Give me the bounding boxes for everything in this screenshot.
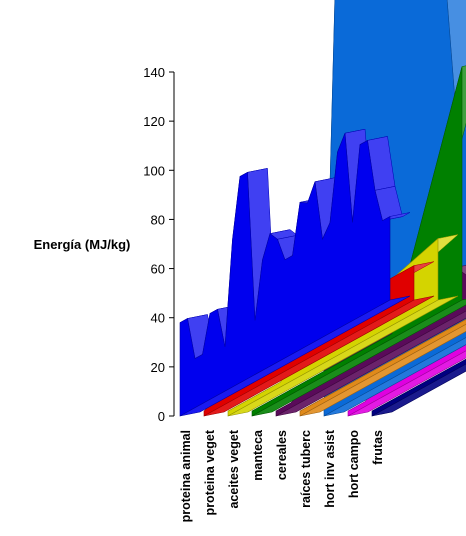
y-tick-label-20: 20 (151, 360, 165, 375)
y-tick-label-140: 140 (143, 65, 165, 80)
series-floor-1 (179, 295, 411, 417)
y-axis-title: Energía (MJ/kg) (34, 237, 131, 252)
y-tick-labels: 0 20 40 60 80 100 120 140 (143, 65, 165, 424)
series-floor-7 (323, 337, 466, 417)
series-1 (179, 128, 411, 417)
series-floor-8 (347, 350, 466, 417)
series-face-6 (299, 319, 466, 417)
ribbons-layer (179, 0, 466, 417)
category-label-4: manteca (251, 429, 265, 481)
category-label-5: cereales (275, 430, 289, 480)
category-label-3: aceites veget (227, 429, 241, 508)
category-labels: proteina animal proteina veget aceites veg… (179, 429, 385, 522)
y-tick-label-0: 0 (158, 409, 165, 424)
series-face-9 (371, 358, 466, 417)
series-floor-2 (203, 295, 435, 417)
y-tick-label-80: 80 (151, 212, 165, 227)
series-face-1 (179, 133, 391, 417)
category-label-7: hort inv asist (323, 429, 337, 508)
category-label-9: frutas (371, 430, 385, 465)
series-floor-9 (371, 363, 466, 417)
y-tick-label-100: 100 (143, 163, 165, 178)
series-floor-5 (275, 310, 466, 417)
y-tick-label-40: 40 (151, 311, 165, 326)
series-floor-6 (299, 323, 466, 417)
series-9 (371, 358, 466, 417)
category-label-8: hort campo (347, 430, 361, 498)
category-label-2: proteina veget (203, 429, 217, 515)
series-floor-3 (227, 295, 459, 417)
y-tick-label-60: 60 (151, 262, 165, 277)
series-6 (299, 319, 466, 417)
category-label-6: raíces tuberc (299, 430, 313, 508)
series-floor-4 (251, 298, 466, 417)
category-label-1: proteina animal (179, 430, 193, 522)
y-tick-label-120: 120 (143, 114, 165, 129)
y-axis (169, 71, 175, 417)
